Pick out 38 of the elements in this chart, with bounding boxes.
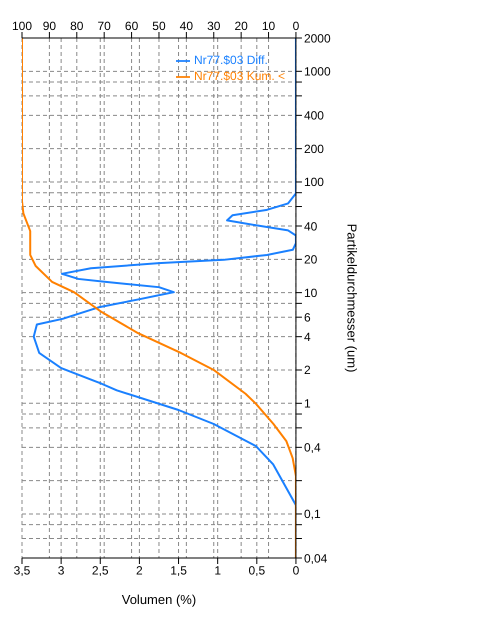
x2-tick-label: 90 [42,19,56,33]
y-tick-label: 6 [304,310,311,324]
x2-tick-label: 80 [70,19,84,33]
y-tick-label: 1000 [304,64,331,79]
x2-tick-label: 10 [262,19,276,33]
x-tick-label: 2 [136,564,144,578]
x-tick-label: 0,5 [248,564,266,578]
y-tick-label: 40 [304,219,318,234]
legend-label: Nr77.$03 Diff. [194,53,268,67]
x2-tick-label: 20 [234,19,248,33]
y-tick-label: 20 [304,252,318,267]
y-tick-label: 200 [304,142,324,156]
x2-tick-label: 40 [180,19,194,33]
legend-label: Nr77.$03 Kum. < [194,69,286,83]
x2-tick-label: 50 [152,19,166,33]
y-tick-label: 0,1 [304,507,321,522]
y-tick-label: 400 [304,108,324,123]
x2-tick-label: 0 [292,19,300,33]
y-axis-title: Partikeldurchmesser (um) [344,224,360,372]
y-tick-label: 100 [304,175,324,190]
y-tick-label: 2 [304,363,311,378]
y-tick-label: 10 [304,286,318,300]
y-tick-label: 0,04 [304,551,328,566]
x-tick-label: 2,5 [92,564,109,578]
y-tick-label: 0,4 [304,440,321,455]
x-tick-label: 1 [214,564,222,578]
x-axis-title: Volumen (%) [122,592,196,607]
y-tick-label: 1 [304,396,311,411]
x-tick-label: 0 [292,564,300,578]
x2-tick-label: 60 [124,19,139,33]
y-tick-label: 4 [304,330,311,344]
x2-tick-label: 100 [12,19,32,33]
x2-tick-label: 70 [98,19,112,33]
x2-tick-label: 30 [207,19,221,33]
y-tick-label: 2000 [304,31,331,46]
x-tick-label: 3 [58,564,65,578]
x-tick-label: 1,5 [170,564,188,578]
x-tick-label: 3,5 [14,564,31,578]
